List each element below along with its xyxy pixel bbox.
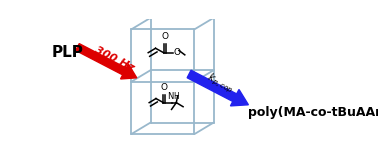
Text: O: O (161, 83, 168, 92)
Polygon shape (187, 70, 248, 106)
Text: O: O (161, 32, 168, 41)
Text: 300 Hz: 300 Hz (93, 44, 136, 73)
Text: O: O (174, 48, 181, 57)
Polygon shape (76, 44, 137, 79)
Text: poly(MA-co-tBuAAm): poly(MA-co-tBuAAm) (248, 106, 378, 119)
Text: H: H (174, 92, 179, 101)
Text: N: N (167, 92, 174, 101)
Text: $\it{k}$$_{\it{p,cop}}$: $\it{k}$$_{\it{p,cop}}$ (204, 70, 236, 96)
Text: PLP: PLP (52, 45, 84, 60)
